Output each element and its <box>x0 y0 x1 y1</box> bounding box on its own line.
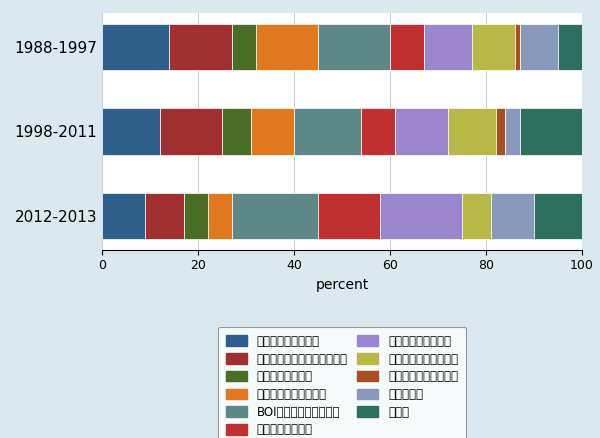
Bar <box>222 108 251 155</box>
Bar <box>102 108 160 155</box>
Legend: バンコクまでの距離, エアポート・湾岸からの距離, 取引先からの勧誘, 労働市場へのアクセス, BOIからの恩典の大きさ, 自然災害の少なさ, 企業集積のメリッ: バンコクまでの距離, エアポート・湾岸からの距離, 取引先からの勧誘, 労働市場… <box>218 326 466 438</box>
Bar <box>390 24 424 70</box>
Bar <box>232 193 318 239</box>
Bar <box>491 193 534 239</box>
Bar <box>515 24 520 70</box>
Bar <box>232 24 256 70</box>
Bar <box>462 193 491 239</box>
Bar <box>251 108 294 155</box>
Bar <box>424 24 472 70</box>
Bar <box>184 193 208 239</box>
Bar <box>558 24 582 70</box>
Bar <box>496 108 505 155</box>
Bar <box>208 193 232 239</box>
Bar <box>361 108 395 155</box>
Bar <box>395 108 448 155</box>
Bar <box>102 193 145 239</box>
Bar <box>534 193 582 239</box>
Bar <box>169 24 232 70</box>
Bar <box>318 24 390 70</box>
Bar <box>520 108 582 155</box>
Bar <box>520 24 558 70</box>
Bar <box>145 193 184 239</box>
X-axis label: percent: percent <box>316 278 368 292</box>
Bar <box>448 108 496 155</box>
Bar <box>505 108 520 155</box>
Bar <box>472 24 515 70</box>
Bar <box>102 24 169 70</box>
Bar <box>256 24 318 70</box>
Bar <box>380 193 462 239</box>
Bar <box>294 108 361 155</box>
Bar <box>160 108 222 155</box>
Bar <box>318 193 380 239</box>
